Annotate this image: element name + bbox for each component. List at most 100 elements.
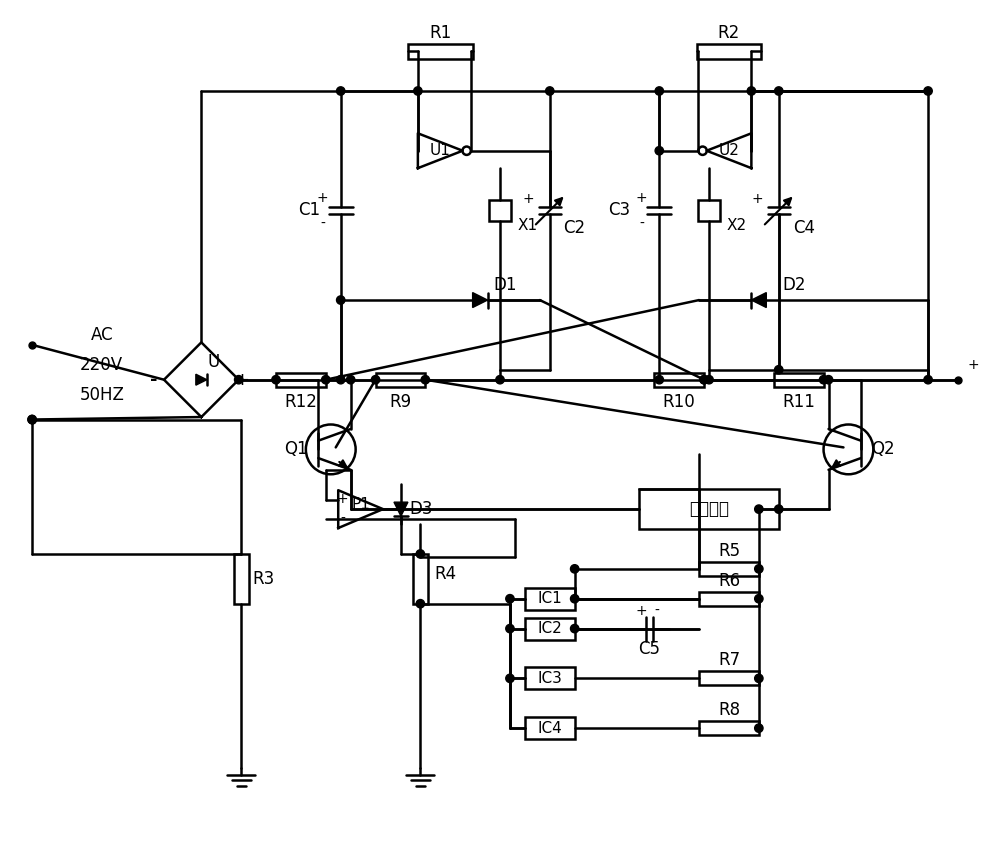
Bar [774, 373, 824, 386]
Bar [699, 672, 759, 685]
Text: IC4: IC4 [537, 721, 562, 735]
Text: -: - [340, 512, 345, 526]
Bar [525, 667, 575, 689]
Text: +: + [751, 192, 763, 205]
Text: -: - [655, 604, 660, 618]
Circle shape [337, 375, 345, 384]
Circle shape [28, 415, 36, 424]
Circle shape [416, 599, 425, 608]
Circle shape [747, 87, 756, 95]
Bar [699, 592, 759, 605]
Text: U: U [207, 353, 219, 371]
Circle shape [570, 624, 579, 633]
Text: D2: D2 [782, 276, 805, 294]
Text: R4: R4 [434, 565, 456, 582]
Circle shape [824, 375, 833, 384]
Text: R6: R6 [718, 572, 740, 590]
Text: -: - [320, 216, 325, 230]
Circle shape [775, 505, 783, 514]
Circle shape [700, 375, 708, 384]
Bar [525, 617, 575, 639]
Circle shape [416, 550, 425, 558]
Text: D3: D3 [409, 500, 433, 518]
Text: IC2: IC2 [537, 621, 562, 636]
Bar [654, 373, 704, 386]
Circle shape [421, 375, 430, 384]
Bar [413, 554, 428, 604]
Circle shape [655, 87, 663, 95]
Text: R5: R5 [718, 542, 740, 560]
Circle shape [775, 87, 783, 95]
Bar [525, 717, 575, 739]
Text: +: + [968, 357, 980, 372]
Text: -: - [150, 371, 158, 389]
Text: +: + [317, 190, 329, 205]
Bar [489, 200, 511, 222]
Circle shape [655, 147, 663, 155]
Circle shape [371, 375, 380, 384]
Text: +: + [337, 492, 349, 506]
Text: R2: R2 [718, 25, 740, 42]
Text: C4: C4 [793, 219, 815, 238]
Bar [234, 554, 249, 604]
Text: C1: C1 [298, 201, 320, 219]
Text: R11: R11 [782, 392, 815, 411]
Text: -: - [639, 216, 644, 230]
Text: +: + [636, 190, 647, 205]
Text: D1: D1 [493, 276, 517, 294]
Circle shape [924, 87, 932, 95]
Circle shape [775, 366, 783, 374]
Text: R3: R3 [252, 570, 274, 588]
Text: 50HZ: 50HZ [79, 385, 124, 403]
Bar [639, 489, 779, 529]
Circle shape [570, 565, 579, 573]
Bar [698, 200, 720, 222]
Bar [697, 43, 761, 59]
Text: X1: X1 [518, 218, 538, 233]
Text: X2: X2 [727, 218, 747, 233]
Circle shape [755, 674, 763, 683]
Text: C2: C2 [564, 219, 586, 238]
Text: R8: R8 [718, 701, 740, 719]
Text: +: + [636, 604, 647, 618]
Circle shape [272, 375, 280, 384]
Circle shape [924, 375, 932, 384]
Circle shape [234, 375, 243, 384]
Text: C3: C3 [608, 201, 631, 219]
Bar [525, 588, 575, 610]
Circle shape [819, 375, 828, 384]
Circle shape [506, 674, 514, 683]
Circle shape [506, 624, 514, 633]
Circle shape [337, 295, 345, 304]
Polygon shape [394, 502, 408, 516]
Bar [699, 562, 759, 576]
Bar [699, 721, 759, 735]
Text: +: + [522, 192, 534, 205]
Text: +: + [234, 371, 249, 389]
Circle shape [655, 375, 663, 384]
Polygon shape [196, 374, 207, 385]
Text: R9: R9 [389, 392, 412, 411]
Text: R12: R12 [284, 392, 317, 411]
Text: Q2: Q2 [871, 441, 895, 458]
Text: C5: C5 [638, 639, 660, 657]
Circle shape [705, 375, 713, 384]
Circle shape [755, 724, 763, 733]
Circle shape [570, 594, 579, 603]
Circle shape [755, 505, 763, 514]
Bar [276, 373, 326, 386]
Text: IC1: IC1 [537, 591, 562, 606]
Text: 220V: 220V [80, 356, 123, 374]
Circle shape [755, 565, 763, 573]
Text: AC: AC [90, 326, 113, 344]
Text: 恒流电路: 恒流电路 [689, 500, 729, 518]
Circle shape [322, 375, 330, 384]
Text: IC3: IC3 [537, 671, 562, 686]
Circle shape [700, 375, 708, 384]
Circle shape [506, 594, 514, 603]
Polygon shape [473, 293, 488, 307]
Circle shape [496, 375, 504, 384]
Text: U1: U1 [430, 143, 451, 158]
Text: Q1: Q1 [284, 441, 308, 458]
Circle shape [346, 375, 355, 384]
